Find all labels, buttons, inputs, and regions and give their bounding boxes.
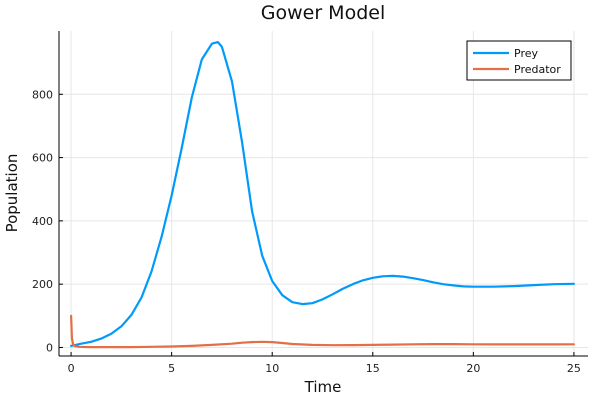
y-tick-label: 0 bbox=[46, 341, 53, 354]
series-layer bbox=[70, 41, 575, 349]
y-ticks: 0 200 400 600 800 bbox=[32, 88, 63, 354]
x-tick-label: 25 bbox=[567, 362, 581, 375]
x-ticks: 0 5 10 15 20 25 bbox=[68, 352, 581, 375]
legend: Prey Predator bbox=[466, 40, 572, 81]
series-line-prey bbox=[70, 41, 575, 347]
y-tick-label: 200 bbox=[32, 278, 53, 291]
x-tick-label: 10 bbox=[265, 362, 279, 375]
legend-box bbox=[466, 40, 572, 81]
y-tick-label: 800 bbox=[32, 88, 53, 101]
axes bbox=[58, 31, 588, 357]
y-tick-label: 400 bbox=[32, 215, 53, 228]
x-axis-label: Time bbox=[304, 378, 342, 396]
y-axis-label: Population bbox=[3, 154, 21, 233]
legend-label-prey: Prey bbox=[514, 47, 538, 60]
legend-label-predator: Predator bbox=[514, 63, 561, 76]
x-tick-label: 15 bbox=[366, 362, 380, 375]
y-tick-label: 600 bbox=[32, 152, 53, 165]
x-tick-label: 5 bbox=[168, 362, 175, 375]
chart-title: Gower Model bbox=[261, 2, 385, 24]
series-line-predator bbox=[70, 314, 575, 349]
x-tick-label: 20 bbox=[466, 362, 480, 375]
x-tick-label: 0 bbox=[68, 362, 75, 375]
